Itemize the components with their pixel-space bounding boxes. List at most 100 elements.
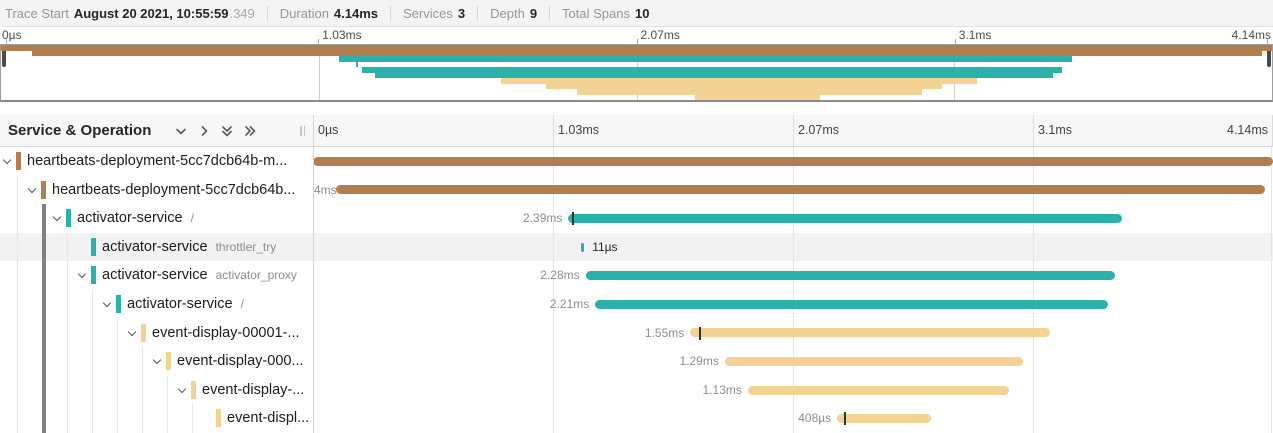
span-timeline-cell[interactable] [313,147,1273,176]
span-bar[interactable] [568,213,1123,223]
collapse-all-button[interactable] [242,123,258,139]
operation-name: / [240,297,244,311]
span-bar[interactable] [585,271,1115,281]
chevron-down-icon[interactable] [127,327,137,336]
trace-summary-item: Total Spans 10 [549,5,661,21]
summary-value: 9 [529,5,538,21]
span-name-cell[interactable]: activator-service activator_proxy [0,261,313,290]
span-row[interactable]: activator-service activator_proxy 2.28ms [0,261,1273,290]
span-bar[interactable] [595,299,1108,309]
service-name: heartbeats-deployment-5cc7dcb64b-m... [27,153,288,169]
span-name-cell[interactable]: activator-service throttler_try [0,233,313,262]
span-row[interactable]: activator-service throttler_try 11µs [0,232,1273,262]
minimap-span-bar [339,56,1073,62]
span-bar[interactable] [724,356,1024,366]
trace-summary-item: Depth 9 [477,5,549,21]
chevron-down-icon[interactable] [77,270,87,279]
span-timeline-cell[interactable]: 11µs [313,233,1273,262]
service-name: activator-service activator_proxy [102,267,297,284]
summary-label: Duration [279,5,329,21]
span-name-cell[interactable]: activator-service / [0,290,313,319]
chevron-down-icon[interactable] [177,384,187,394]
ruler-tick-label: 0µs [2,28,22,42]
collapse-one-level-button[interactable] [196,123,212,139]
ruler-tick-mark [636,39,638,44]
double-chevron-right-icon [245,125,256,136]
span-timeline-cell[interactable]: 4ms [313,176,1273,205]
span-timeline-cell[interactable]: 2.21ms [313,290,1273,319]
minimap-ruler: 0µs 1.03ms 2.07ms 3.1ms 4.14ms [0,27,1273,44]
column-resize-grip[interactable] [300,126,305,136]
span-timeline-cell[interactable]: 1.55ms [313,319,1273,348]
minimap-span-bar [500,78,978,84]
span-timeline-cell[interactable]: 1.29ms [313,347,1273,376]
service-name: activator-service / [127,296,244,312]
trace-summary-item: Services 3 [390,5,477,21]
viewport-scrubber-left[interactable] [2,46,6,67]
summary-value: August 20 2021, 10:55:59 [73,5,229,21]
summary-label: Trace Start [5,5,69,21]
minimap-span-bar [694,94,820,100]
minimap-span-bar [1,45,1272,51]
span-name-cell[interactable]: event-display-... [0,376,313,405]
span-duration-label: 4ms [314,182,337,197]
span-row[interactable]: heartbeats-deployment-5cc7dcb64b... 4ms [0,176,1273,205]
span-bar[interactable] [837,414,932,424]
span-timeline-cell[interactable]: 1.13ms [313,376,1273,405]
span-log-tick[interactable] [698,326,701,340]
chevron-down-icon[interactable] [52,212,62,222]
chevron-right-icon [202,125,208,136]
span-name-cell[interactable]: event-display-00001-... [0,319,313,348]
expand-all-button[interactable] [219,123,235,139]
span-duration-label: 11µs [592,239,618,254]
column-divider[interactable] [313,115,314,433]
chevron-down-icon[interactable] [102,298,112,308]
service-name: activator-service throttler_try [102,238,277,255]
span-bar[interactable] [690,328,1051,338]
span-log-tick[interactable] [843,412,846,426]
ruler-tick-label: 2.07ms [640,28,680,42]
service-color-strip [91,266,96,285]
span-row[interactable]: event-display-00001-... 1.55ms [0,319,1273,348]
viewport-scrubber-right[interactable] [1267,46,1271,67]
span-name-cell[interactable]: heartbeats-deployment-5cc7dcb64b-m... [0,147,313,176]
span-row[interactable]: activator-service/2.21ms [0,290,1273,319]
span-row[interactable]: event-displ... 408µs [0,404,1273,433]
span-bar[interactable] [581,242,585,252]
span-name-cell[interactable]: heartbeats-deployment-5cc7dcb64b... [0,176,313,205]
span-row[interactable]: heartbeats-deployment-5cc7dcb64b-m... [0,147,1273,176]
service-color-strip [166,352,171,371]
span-duration-label: 2.28ms [540,268,580,283]
minimap-span-bar [31,50,1262,56]
chevron-down-icon[interactable] [152,355,162,365]
span-bar[interactable] [747,385,1009,395]
trace-minimap[interactable] [0,44,1273,102]
span-bar[interactable] [313,156,1273,166]
trace-summary-bar: Trace Start August 20 2021, 10:55:59 .34… [0,0,1273,27]
span-bar[interactable] [336,185,1266,195]
span-row[interactable]: activator-service/2.39ms [0,204,1273,233]
span-log-tick[interactable] [572,212,575,226]
service-color-strip [66,209,71,228]
span-name-cell[interactable]: event-display-000... [0,347,313,376]
span-timeline-cell[interactable]: 2.28ms [313,261,1273,290]
span-duration-label: 2.21ms [549,297,590,311]
summary-suffix: .349 [229,5,255,21]
span-timeline-cell[interactable]: 408µs [313,404,1273,433]
ruler-tick-mark [318,39,320,44]
span-timeline-cell[interactable]: 2.39ms [313,204,1273,233]
span-name-cell[interactable]: event-displ... [0,404,313,433]
axis-tick-label: 2.07ms [798,123,839,137]
chevron-down-icon[interactable] [2,155,12,165]
span-row[interactable]: event-display-000... 1.29ms [0,347,1273,376]
axis-tick-label: 1.03ms [558,123,599,137]
expand-one-level-button[interactable] [173,123,189,139]
service-color-strip [141,323,146,342]
span-name-cell[interactable]: activator-service / [0,204,313,233]
chevron-down-icon[interactable] [27,184,37,193]
header-gridline [553,115,554,146]
chevron-down-icon [176,128,187,134]
double-chevron-down-icon [222,125,233,136]
service-name: event-display-000... [177,353,304,370]
span-row[interactable]: event-display-... 1.13ms [0,376,1273,405]
